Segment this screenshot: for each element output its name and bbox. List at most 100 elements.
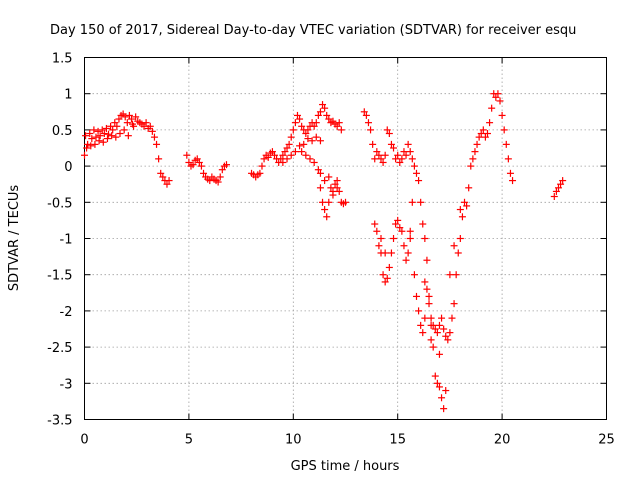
data-point — [435, 383, 443, 391]
data-point — [337, 126, 345, 134]
data-point — [298, 148, 306, 156]
data-point — [488, 104, 496, 112]
data-point — [111, 119, 119, 127]
data-point — [310, 158, 318, 166]
data-point — [99, 138, 107, 146]
data-point — [450, 242, 458, 250]
data-point — [314, 166, 322, 174]
data-point — [291, 148, 299, 156]
data-point — [91, 140, 99, 148]
data-point — [387, 249, 395, 257]
data-point — [550, 193, 558, 201]
data-point — [302, 130, 310, 138]
data-point — [291, 119, 299, 127]
data-point — [281, 148, 289, 156]
data-point — [285, 140, 293, 148]
data-point — [319, 101, 327, 109]
data-point — [473, 140, 481, 148]
data-point — [287, 133, 295, 141]
data-point — [124, 132, 132, 140]
data-point — [321, 104, 329, 112]
x-tick-label: 15 — [389, 433, 406, 448]
data-point — [392, 220, 400, 228]
y-tick-label: -0.5 — [47, 196, 72, 211]
data-point — [105, 130, 113, 138]
data-point — [327, 184, 335, 192]
data-point — [258, 162, 266, 170]
data-point — [390, 235, 398, 242]
data-point — [83, 144, 91, 152]
data-point — [435, 350, 443, 358]
x-tick-label: 5 — [185, 433, 193, 448]
data-point — [375, 242, 383, 250]
data-point — [319, 198, 327, 206]
data-point — [440, 325, 448, 333]
data-point — [402, 256, 410, 264]
data-point — [165, 177, 173, 185]
data-point — [103, 135, 111, 143]
data-point — [440, 405, 448, 413]
data-point — [333, 177, 341, 185]
data-point — [325, 173, 333, 181]
data-point — [293, 111, 301, 119]
y-tick-label: 1 — [64, 88, 72, 103]
data-point — [300, 140, 308, 148]
data-point — [456, 206, 464, 214]
y-tick-label: -2 — [60, 305, 73, 320]
data-point — [86, 130, 94, 138]
data-point — [185, 158, 193, 166]
data-point — [469, 155, 477, 163]
data-point — [429, 343, 437, 351]
data-point — [417, 321, 425, 329]
data-point — [148, 127, 156, 135]
data-point — [421, 278, 429, 286]
data-point — [302, 151, 310, 159]
data-point — [446, 271, 454, 279]
data-point — [427, 336, 435, 344]
data-point — [494, 90, 502, 98]
data-point — [379, 271, 387, 279]
data-point — [467, 162, 475, 170]
data-point — [450, 300, 458, 308]
data-point — [394, 216, 402, 224]
data-point — [316, 184, 324, 192]
data-point — [189, 161, 197, 169]
data-point — [155, 155, 163, 163]
data-point — [218, 166, 226, 174]
y-tick-label: -1.5 — [47, 269, 72, 284]
y-tick-labels: 1.5 1 0.5 0 -0.5 -1 -1.5 -2 -2.5 -3 -3.5 — [47, 52, 72, 429]
data-point — [454, 249, 462, 257]
data-point — [400, 148, 408, 156]
data-point — [96, 132, 104, 140]
data-point — [406, 227, 414, 235]
data-point — [123, 119, 131, 127]
data-point — [483, 130, 491, 138]
data-point — [360, 108, 368, 116]
grid-lines — [84, 57, 607, 420]
data-point — [492, 93, 500, 101]
x-tick-labels: 0 5 10 15 20 25 — [80, 433, 614, 448]
data-point — [125, 111, 133, 119]
data-point — [465, 184, 473, 192]
data-point — [421, 235, 429, 242]
data-point — [112, 133, 120, 141]
data-point — [159, 173, 167, 181]
data-point — [197, 162, 205, 170]
data-point — [264, 153, 272, 161]
data-point — [193, 155, 201, 163]
data-point — [383, 274, 391, 282]
data-point — [362, 111, 370, 119]
data-point — [559, 177, 567, 185]
data-point — [150, 133, 158, 141]
data-point — [314, 111, 322, 119]
data-point — [129, 120, 137, 128]
data-point — [90, 126, 98, 134]
data-point — [385, 130, 393, 138]
data-point — [279, 158, 287, 166]
data-point — [283, 144, 291, 152]
data-point — [256, 169, 264, 177]
data-point — [481, 133, 489, 141]
data-point — [448, 314, 456, 322]
data-point — [442, 387, 450, 395]
data-point — [331, 180, 339, 188]
